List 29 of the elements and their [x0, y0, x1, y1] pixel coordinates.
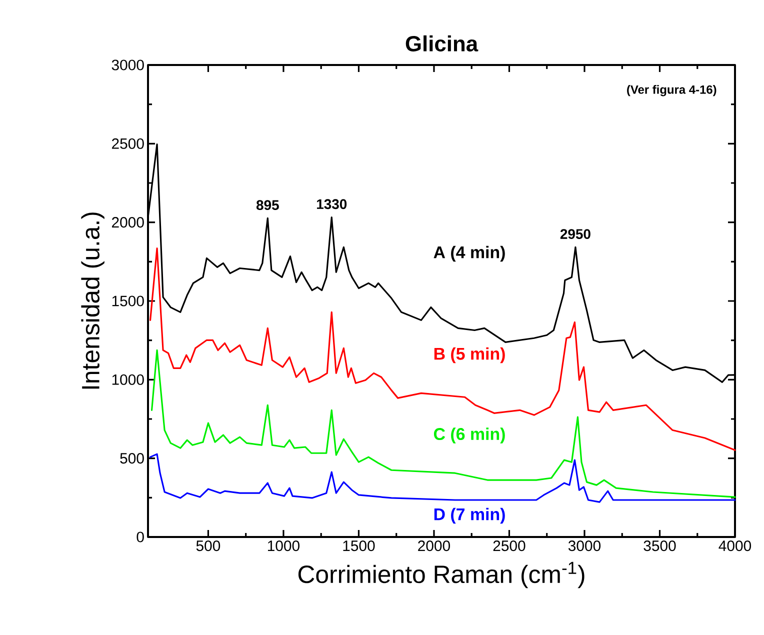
- y-tick-label: 1500: [112, 296, 144, 306]
- x-tick-label: 1500: [343, 540, 375, 552]
- chart-title: Glicina: [406, 35, 478, 52]
- text: A (4 min): [434, 246, 505, 262]
- series-label: B (5 min): [434, 347, 505, 364]
- x-tick-label: 4000: [718, 540, 752, 552]
- y-axis-title: Intensidad (u.a.): [81, 212, 104, 389]
- annotation: 895: [256, 200, 279, 210]
- x-tick-label: 2500: [493, 540, 526, 552]
- y-tick-label: 0: [136, 532, 144, 542]
- line-series: [149, 247, 736, 451]
- line-series: [149, 453, 736, 503]
- y-tick-label: 2000: [112, 217, 144, 228]
- line-series: [150, 349, 736, 498]
- series-label: D (7 min): [434, 508, 505, 524]
- y-tick-label: 1000: [112, 374, 144, 385]
- x-tick-label: 3000: [568, 540, 601, 552]
- x-tick-label: 3500: [644, 540, 676, 552]
- y-tick-label: 2500: [112, 138, 144, 149]
- x-tick-label: 2000: [418, 540, 450, 552]
- annotation: 1330: [316, 199, 347, 210]
- y-tick-label: 500: [120, 453, 144, 464]
- annotation: (Ver figura 4-16): [627, 85, 716, 96]
- x-tick-label: 500: [196, 540, 220, 552]
- x-axis-title: Corrimiento Raman (cm$^{-1}$): [298, 562, 584, 588]
- series-label: C (6 min): [434, 428, 505, 444]
- y-tick-label: 3000: [112, 60, 144, 70]
- annotation: 2950: [560, 229, 590, 239]
- x-tick-label: 1000: [268, 540, 300, 552]
